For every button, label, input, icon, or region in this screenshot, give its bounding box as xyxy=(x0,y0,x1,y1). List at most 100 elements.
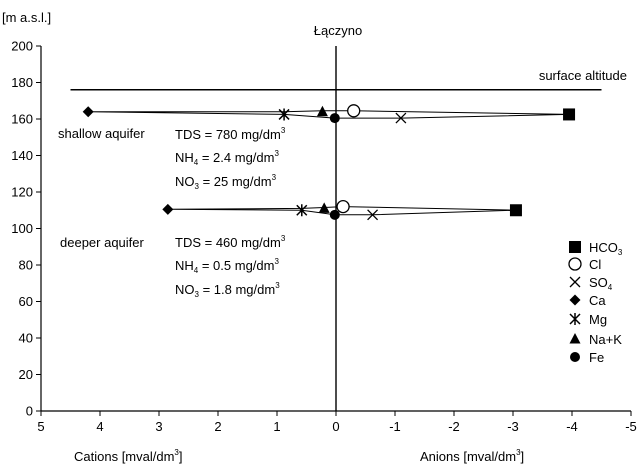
hco3-marker-shape xyxy=(563,108,576,121)
nak-marker-shape xyxy=(316,105,328,117)
fe-marker-shape xyxy=(329,113,340,124)
profile-deeper: deeper aquifer TDS = 460 mg/dm3 NH4 = 0.5 … xyxy=(60,199,522,299)
legend-label: Cl xyxy=(589,257,601,272)
x-tick-label: -1 xyxy=(389,419,401,434)
ca-marker-shape xyxy=(162,203,174,215)
y-tick-label: 60 xyxy=(19,294,33,309)
point-so4 xyxy=(395,112,407,124)
hco3-marker-shape xyxy=(569,241,581,253)
nak-marker-shape xyxy=(569,333,581,344)
cl-marker-shape xyxy=(336,199,350,214)
annotation-subscript: 3 xyxy=(195,182,200,191)
annotation-subscript: 4 xyxy=(194,266,199,275)
legend-label-text: Cl xyxy=(589,257,601,272)
annotation-subscript: 4 xyxy=(194,158,199,167)
legend-label: SO4 xyxy=(589,275,613,292)
cations-axis-label: Cations [mval/dm3] xyxy=(74,448,183,464)
point-hco3 xyxy=(509,204,522,217)
anions-axis-label: Anions [mval/dm3] xyxy=(420,448,524,464)
x-tick-label: 2 xyxy=(214,419,221,434)
annotation-main: TDS = 780 mg/dm xyxy=(175,127,281,142)
anions-label-superscript: 3 xyxy=(516,448,521,457)
cl-marker-shape xyxy=(347,104,361,118)
annotation-unit-superscript: 3 xyxy=(281,126,286,135)
x-tick-label: 4 xyxy=(96,419,103,434)
mg-marker-shape xyxy=(296,204,308,217)
point-cl xyxy=(347,104,361,118)
y-tick-label: 20 xyxy=(19,367,33,382)
annotation-rest: = 1.8 mg/dm xyxy=(199,282,275,297)
legend-item-fe: Fe xyxy=(570,350,604,365)
annotation-rest: = 0.5 mg/dm xyxy=(198,258,274,273)
point-fe xyxy=(329,209,340,220)
point-fe xyxy=(329,113,340,124)
legend-marker-fe xyxy=(570,352,580,362)
y-axis-label: [m a.s.l.] xyxy=(2,10,51,25)
legend-label: Na+K xyxy=(589,332,622,347)
cations-label-text: Cations [mval/dm xyxy=(74,449,174,464)
legend-item-hco3: HCO3 xyxy=(569,240,623,257)
surface-altitude-label: surface altitude xyxy=(539,68,627,83)
cl-marker-shape xyxy=(568,257,582,271)
legend-item-cl: Cl xyxy=(568,257,601,272)
x-tick-label: 0 xyxy=(332,419,339,434)
annotation-rest: = 2.4 mg/dm xyxy=(198,150,274,165)
legend-label-subscript: 3 xyxy=(618,248,623,257)
annotation-unit-superscript: 3 xyxy=(275,281,280,290)
aquifer-label: deeper aquifer xyxy=(60,235,145,250)
surface-altitude: surface altitude xyxy=(70,68,627,91)
x-tick-label: 1 xyxy=(273,419,280,434)
anions-label-end: ] xyxy=(521,449,525,464)
point-nak xyxy=(318,202,330,213)
mg-marker-shape xyxy=(278,108,290,121)
aquifer-label: shallow aquifer xyxy=(58,126,145,141)
annotation-line: TDS = 780 mg/dm3 xyxy=(175,126,286,142)
chart-title: Łączyno xyxy=(314,23,362,38)
legend-item-so4: SO4 xyxy=(569,275,613,292)
point-hco3 xyxy=(563,108,576,121)
ca-marker-shape xyxy=(569,294,581,306)
annotation-main: NO xyxy=(175,174,195,189)
y-tick-label: 180 xyxy=(11,75,33,90)
annotation-subscript: 3 xyxy=(195,290,200,299)
annotation-unit-superscript: 3 xyxy=(274,149,279,158)
legend-label-text: Na+K xyxy=(589,332,622,347)
mg-marker-shape xyxy=(569,313,581,325)
legend-marker-cl xyxy=(568,257,582,271)
legend-marker-hco3 xyxy=(569,241,581,253)
legend-marker-nak xyxy=(569,333,581,344)
legend-label: Ca xyxy=(589,293,606,308)
legend-label: Fe xyxy=(589,350,604,365)
annotation-line: NO3 = 1.8 mg/dm3 xyxy=(175,281,280,299)
y-tick-label: 160 xyxy=(11,112,33,127)
point-so4 xyxy=(367,209,379,221)
anions-label-text: Anions [mval/dm xyxy=(420,449,516,464)
annotation-line: NH4 = 0.5 mg/dm3 xyxy=(175,257,279,275)
legend-label-text: Ca xyxy=(589,293,606,308)
x-tick-label: -5 xyxy=(625,419,637,434)
annotation-line: TDS = 460 mg/dm3 xyxy=(175,234,286,250)
legend-label-text: Fe xyxy=(589,350,604,365)
annotation-main: NH xyxy=(175,258,194,273)
point-nak xyxy=(316,105,328,117)
annotation-line: NO3 = 25 mg/dm3 xyxy=(175,173,277,191)
legend-label: Mg xyxy=(589,312,607,327)
legend-label-subscript: 4 xyxy=(608,283,613,292)
y-tick-label: 0 xyxy=(26,404,33,419)
y-tick-label: 80 xyxy=(19,258,33,273)
point-mg xyxy=(278,108,290,121)
profile-outline xyxy=(88,110,570,119)
point-ca xyxy=(82,106,94,118)
so4-marker-shape xyxy=(395,112,407,124)
legend-marker-so4 xyxy=(569,276,581,288)
point-mg xyxy=(296,204,308,217)
legend-label-text: Mg xyxy=(589,312,607,327)
annotation-unit-superscript: 3 xyxy=(281,234,286,243)
annotation-main: NO xyxy=(175,282,195,297)
legend-item-ca: Ca xyxy=(569,293,606,308)
fe-marker-shape xyxy=(329,209,340,220)
legend-item-mg: Mg xyxy=(569,312,607,327)
y-tick-label: 200 xyxy=(11,39,33,54)
